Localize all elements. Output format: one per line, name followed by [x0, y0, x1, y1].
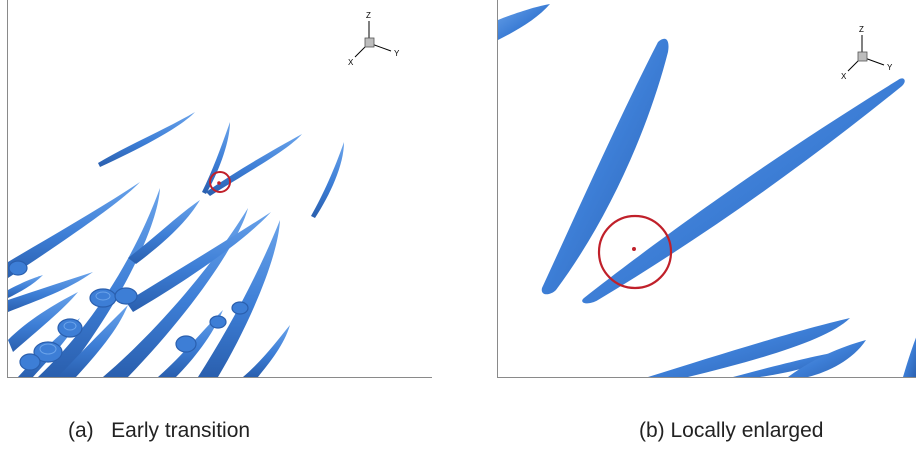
vortex-ring — [231, 301, 249, 315]
svg-text:X: X — [841, 72, 847, 81]
vortex-streak — [8, 275, 43, 298]
vortex-streak — [498, 4, 550, 40]
marker-dot — [632, 247, 636, 251]
svg-text:Z: Z — [366, 11, 371, 20]
isosurface-render-b: Z Y X — [498, 4, 916, 377]
panel-early-transition: Z Y X — [7, 0, 432, 378]
svg-text:Y: Y — [887, 63, 893, 72]
vortex-streak — [8, 272, 93, 312]
vortex-ring — [57, 318, 83, 338]
vortex-streak — [582, 78, 905, 304]
vortex-streak — [126, 212, 271, 312]
marker-circle — [597, 214, 673, 290]
caption-panel-b: (b) Locally enlarged — [639, 419, 824, 442]
vortex-streak — [243, 325, 290, 377]
vortex-ring — [175, 335, 197, 353]
vortex-ring — [19, 353, 41, 371]
axes-triad: Z Y X — [348, 11, 400, 67]
vortex-ring — [114, 287, 138, 305]
svg-text:Y: Y — [394, 49, 400, 58]
marker-dot — [217, 181, 221, 185]
isosurface-render-a: Z Y X — [8, 11, 400, 377]
vortex-streak — [98, 112, 195, 167]
vortex-streak — [903, 337, 916, 377]
panel-locally-enlarged: Z Y X — [497, 0, 916, 378]
vortex-ring — [8, 260, 28, 276]
vortex-streak — [128, 200, 200, 264]
vortex-streak — [311, 142, 344, 218]
axes-triad: Z Y X — [841, 25, 893, 81]
vortex-streak — [8, 182, 140, 278]
vortex-streak — [648, 318, 850, 377]
svg-text:X: X — [348, 58, 354, 67]
vortex-streak — [541, 38, 669, 295]
vortex-streak — [202, 122, 230, 194]
vortex-streak — [733, 352, 838, 377]
caption-panel-a: (a) Early transition — [68, 419, 251, 442]
svg-text:Z: Z — [859, 25, 864, 34]
marker-circle — [209, 171, 231, 193]
vortex-streak — [788, 340, 866, 377]
vortex-streak — [206, 134, 302, 196]
vortex-streak — [8, 292, 78, 352]
vortex-streak — [58, 305, 128, 377]
vortex-ring — [209, 315, 227, 329]
